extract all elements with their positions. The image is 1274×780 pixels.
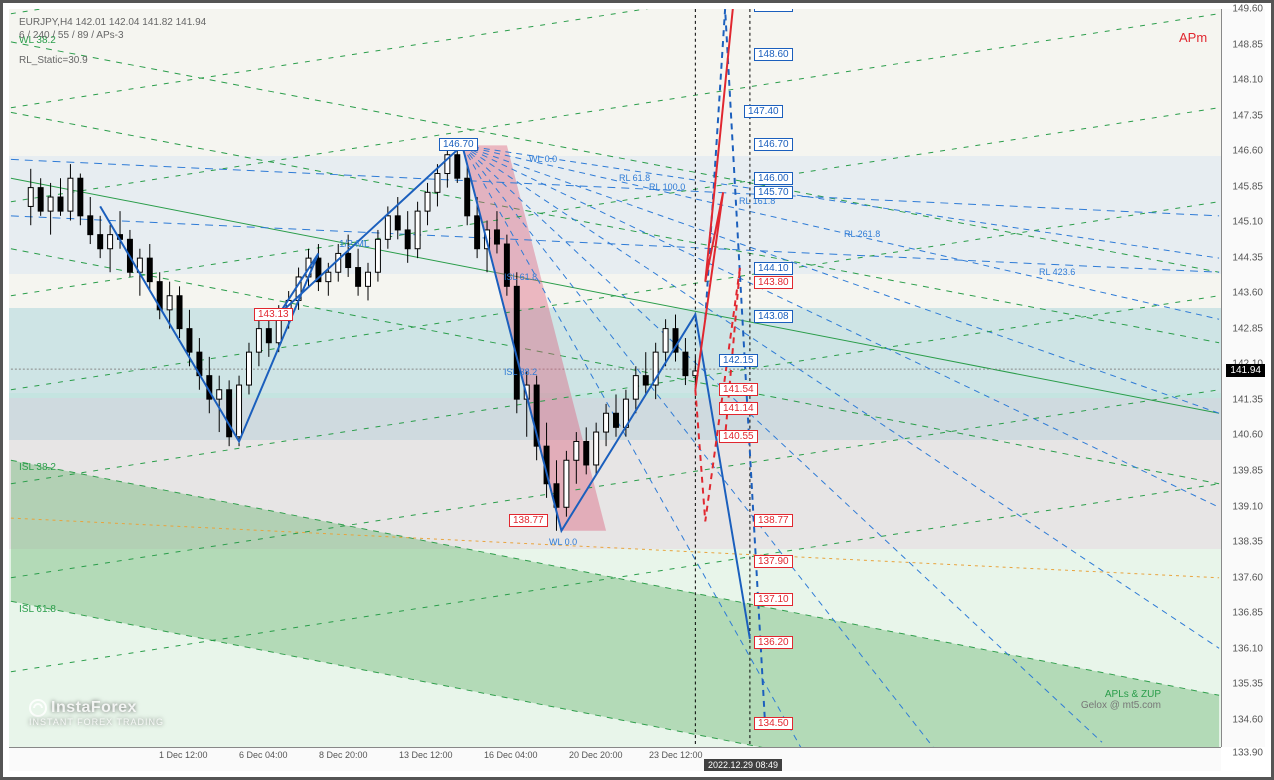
symbol-tf: H4 <box>60 17 73 28</box>
chart-overlay <box>9 9 1221 747</box>
x-tick: 16 Dec 04:00 <box>484 750 538 760</box>
y-tick: 135.35 <box>1232 679 1263 690</box>
y-tick: 143.60 <box>1232 288 1263 299</box>
y-tick: 148.10 <box>1232 75 1263 86</box>
y-tick: 137.60 <box>1232 572 1263 583</box>
x-tick: 2022.12.29 08:49 <box>704 759 782 771</box>
symbol-rl: RL_Static=30.9 <box>19 55 206 66</box>
annotation: RL 100.0 <box>649 182 685 192</box>
y-tick: 136.10 <box>1232 643 1263 654</box>
annotation: ISL 38.2 <box>19 462 56 473</box>
price-label: 134.50 <box>754 717 793 730</box>
price-label: 147.40 <box>744 105 783 118</box>
y-tick: 136.85 <box>1232 608 1263 619</box>
x-tick: 23 Dec 12:00 <box>649 750 703 760</box>
price-label: 141.14 <box>719 402 758 415</box>
credits-l2: Gelox @ mt5.com <box>1081 700 1161 711</box>
annotation: ISL 61.8 <box>504 272 537 282</box>
y-tick: 139.85 <box>1232 466 1263 477</box>
annotation: ISL 38.2 <box>504 367 537 377</box>
y-tick: 138.35 <box>1232 537 1263 548</box>
annotation: WL 0.0 <box>529 154 557 164</box>
brand-logo: InstaForex <box>29 699 164 717</box>
price-label: 149.65 <box>754 9 793 12</box>
price-label: 148.60 <box>754 48 793 61</box>
x-tick: 1 Dec 12:00 <box>159 750 208 760</box>
annotation: 1/2 ML <box>339 239 370 250</box>
x-tick: 13 Dec 12:00 <box>399 750 453 760</box>
price-label: 144.10 <box>754 262 793 275</box>
price-label: 146.00 <box>754 172 793 185</box>
price-label: 143.13 <box>254 308 293 321</box>
price-label: 140.55 <box>719 430 758 443</box>
y-tick: 142.85 <box>1232 323 1263 334</box>
watermark: InstaForex INSTANT FOREX TRADING <box>29 699 164 727</box>
symbol-ohlc: 142.01 142.04 141.82 141.94 <box>76 17 207 28</box>
y-tick: 145.85 <box>1232 181 1263 192</box>
annotation: RL 423.6 <box>1039 267 1075 277</box>
price-label: 142.15 <box>719 354 758 367</box>
annotation: APm <box>1179 30 1207 45</box>
y-tick: 149.60 <box>1232 4 1263 15</box>
y-tick: 146.60 <box>1232 146 1263 157</box>
price-label: 141.54 <box>719 383 758 396</box>
brand-name: InstaForex <box>51 699 137 717</box>
y-tick: 140.60 <box>1232 430 1263 441</box>
chart-area[interactable]: EURJPY,H4 142.01 142.04 141.82 141.94 6 … <box>9 9 1221 747</box>
y-tick: 134.60 <box>1232 714 1263 725</box>
price-label: 137.10 <box>754 593 793 606</box>
y-tick: 133.90 <box>1232 748 1263 759</box>
current-price-marker: 141.94 <box>1226 364 1265 377</box>
x-axis: 1 Dec 12:00 6 Dec 04:00 8 Dec 20:00 13 Dec … <box>9 747 1221 771</box>
price-label: 136.20 <box>754 636 793 649</box>
price-label: 137.90 <box>754 555 793 568</box>
price-label: 143.80 <box>754 276 793 289</box>
symbol-params: 6 / 240 / 55 / 89 / APs-3 <box>19 30 206 41</box>
x-tick: 20 Dec 20:00 <box>569 750 623 760</box>
annotation: ISL 61.8 <box>19 604 56 615</box>
y-axis: 149.60148.85148.10147.35146.60145.85145.… <box>1221 9 1265 747</box>
symbol-info: EURJPY,H4 142.01 142.04 141.82 141.94 6 … <box>19 17 206 68</box>
y-tick: 147.35 <box>1232 110 1263 121</box>
price-label: 138.77 <box>509 514 548 527</box>
price-label: 138.77 <box>754 514 793 527</box>
x-tick: 8 Dec 20:00 <box>319 750 368 760</box>
annotation: RL 61.8 <box>619 173 650 183</box>
y-tick: 145.10 <box>1232 217 1263 228</box>
y-tick: 139.10 <box>1232 501 1263 512</box>
y-tick: 141.35 <box>1232 394 1263 405</box>
price-label: 143.08 <box>754 310 793 323</box>
annotation: WL 0.0 <box>549 537 577 547</box>
x-tick: 6 Dec 04:00 <box>239 750 288 760</box>
symbol-pair: EURJPY <box>19 17 57 28</box>
credits-l1: APLs & ZUP <box>1081 689 1161 700</box>
brand-tag: INSTANT FOREX TRADING <box>29 717 164 727</box>
price-label: 145.70 <box>754 186 793 199</box>
price-label: 146.70 <box>439 138 478 151</box>
y-tick: 144.35 <box>1232 252 1263 263</box>
price-label: 146.70 <box>754 138 793 151</box>
y-tick: 148.85 <box>1232 39 1263 50</box>
credits: APLs & ZUP Gelox @ mt5.com <box>1081 689 1161 711</box>
annotation: RL 261.8 <box>844 229 880 239</box>
